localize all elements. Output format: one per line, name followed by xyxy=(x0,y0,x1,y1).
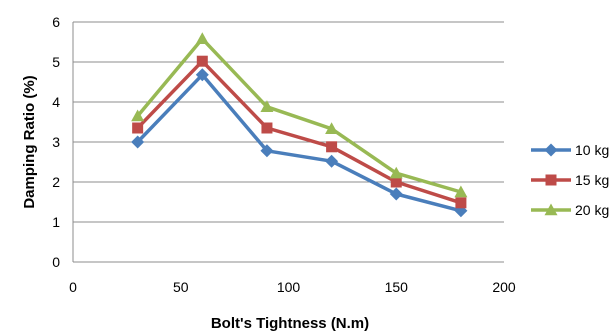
y-tick-label: 3 xyxy=(52,134,60,150)
data-point xyxy=(131,135,145,149)
legend-marker xyxy=(545,174,557,186)
legend: 10 kg 15 kg 20 kg xyxy=(531,142,609,218)
y-tick-label: 0 xyxy=(52,254,60,270)
legend-item: 10 kg xyxy=(531,142,609,158)
data-point xyxy=(325,122,339,134)
series-line xyxy=(136,59,462,205)
x-tick-label: 0 xyxy=(69,279,77,295)
x-tick-label: 150 xyxy=(385,279,409,295)
data-point xyxy=(260,144,274,158)
x-tick-label: 200 xyxy=(492,279,516,295)
data-point xyxy=(195,32,209,44)
x-axis-title: Bolt's Tightness (N.m) xyxy=(211,315,369,332)
y-axis-title: Damping Ratio (%) xyxy=(21,75,38,208)
legend-item: 15 kg xyxy=(531,172,609,188)
legend-marker xyxy=(544,203,558,216)
x-tick-label: 100 xyxy=(277,279,301,295)
y-tick-label: 5 xyxy=(52,54,60,70)
y-tick-label: 1 xyxy=(52,214,60,230)
data-point xyxy=(195,68,209,82)
y-tick-label: 2 xyxy=(52,174,60,190)
legend-label: 10 kg xyxy=(575,142,609,158)
legend-item: 20 kg xyxy=(531,202,609,218)
data-point xyxy=(326,141,338,153)
data-point xyxy=(455,197,467,209)
x-tick-labels: 0 50 100 150 200 xyxy=(69,279,516,295)
data-point xyxy=(131,109,145,122)
series-10-kg xyxy=(131,68,468,218)
data-point xyxy=(454,185,468,198)
data-point xyxy=(325,154,339,168)
data-point xyxy=(389,166,403,179)
y-tick-label: 4 xyxy=(52,94,60,110)
data-point xyxy=(196,55,208,67)
y-tick-label: 6 xyxy=(52,14,60,30)
legend-marker xyxy=(544,143,558,157)
data-point xyxy=(390,176,402,188)
legend-label: 20 kg xyxy=(575,202,609,218)
data-point xyxy=(389,187,403,201)
data-point xyxy=(132,122,144,134)
series-group xyxy=(131,32,468,218)
series-line xyxy=(136,73,462,213)
data-point xyxy=(261,122,273,134)
axes xyxy=(72,22,504,263)
series-line xyxy=(136,37,462,194)
legend-label: 15 kg xyxy=(575,172,609,188)
data-point xyxy=(260,100,274,112)
x-tick-label: 50 xyxy=(173,279,189,295)
series-20-kg xyxy=(131,32,468,198)
gridlines xyxy=(73,21,504,223)
y-tick-labels: 0 1 2 3 4 5 6 xyxy=(52,14,60,270)
series-15-kg xyxy=(132,55,467,209)
